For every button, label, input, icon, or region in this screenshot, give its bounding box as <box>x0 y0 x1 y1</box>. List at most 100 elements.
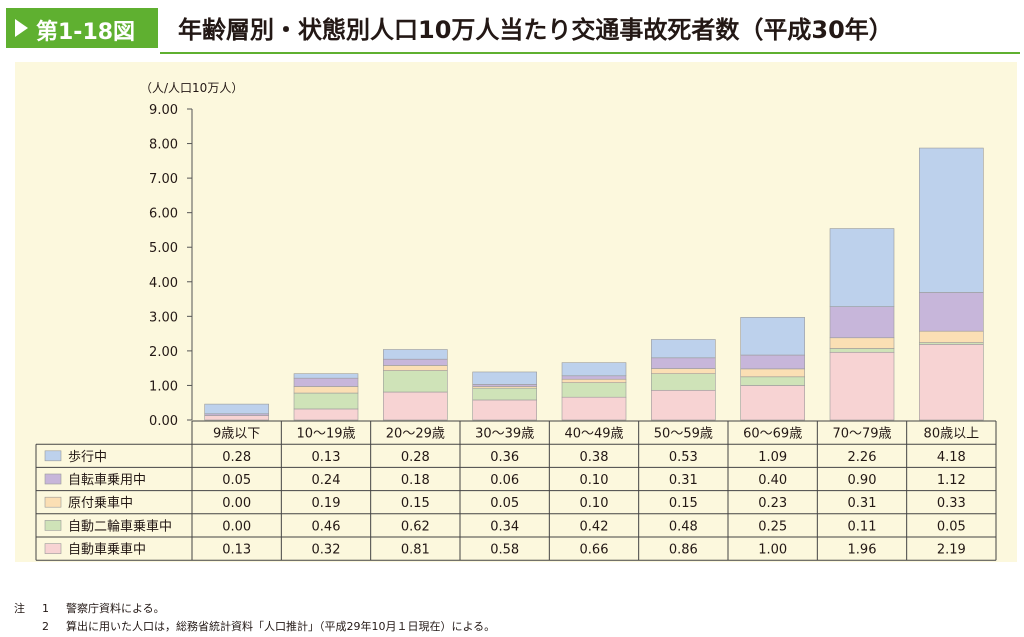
chart-title: 年齢層別・状態別人口10万人当たり交通事故死者数（平成30年） <box>178 16 893 44</box>
title-underline <box>160 52 1020 54</box>
data-value-label: 0.28 <box>222 450 251 465</box>
data-value-label: 0.40 <box>758 473 787 488</box>
bar-segment <box>740 376 805 386</box>
triangle-icon <box>15 19 28 37</box>
series-name: 自動車乗車中 <box>68 543 146 558</box>
figure-number-badge: 第1-18図 <box>6 8 158 48</box>
data-value-label: 0.06 <box>490 473 519 488</box>
data-value-label: 0.31 <box>848 496 877 511</box>
data-value-label: 0.15 <box>669 496 698 511</box>
bar-segment <box>472 399 537 421</box>
bar-segment <box>293 373 359 379</box>
data-value-label: 2.19 <box>937 543 966 558</box>
data-value-label: 0.53 <box>669 450 698 465</box>
legend-swatch <box>44 450 62 462</box>
y-tick-label: 3.00 <box>149 310 178 325</box>
data-value-label: 0.62 <box>401 519 430 534</box>
data-value-label: 0.86 <box>669 543 698 558</box>
data-value-label: 0.13 <box>312 450 341 465</box>
legend-swatch <box>44 473 62 485</box>
y-tick-label: 8.00 <box>149 138 178 153</box>
y-tick-label: 5.00 <box>149 241 178 256</box>
data-value-label: 0.15 <box>401 496 430 511</box>
data-value-label: 0.25 <box>758 519 787 534</box>
data-value-label: 1.12 <box>937 473 966 488</box>
bar-segment <box>472 371 537 385</box>
data-value-label: 0.10 <box>580 496 609 511</box>
bar-segment <box>919 147 984 293</box>
bar-segment <box>561 375 627 380</box>
bar-segment <box>651 368 716 374</box>
data-value-label: 0.42 <box>580 519 609 534</box>
bar-segment <box>740 354 805 370</box>
data-value-label: 0.23 <box>758 496 787 511</box>
data-value-label: 0.81 <box>401 543 430 558</box>
data-value-label: 0.05 <box>937 519 966 534</box>
data-value-label: 2.26 <box>848 450 877 465</box>
data-value-label: 0.10 <box>580 473 609 488</box>
data-value-label: 0.48 <box>669 519 698 534</box>
bar-segment <box>651 339 716 359</box>
category-label: 70～79歳 <box>832 427 891 442</box>
bar-segment <box>829 351 895 421</box>
data-value-label: 0.36 <box>490 450 519 465</box>
bar-segment <box>383 391 448 421</box>
bar-segment <box>561 362 627 377</box>
bar-segment <box>829 348 895 353</box>
bar-segment <box>651 357 716 369</box>
data-value-label: 1.96 <box>848 543 877 558</box>
category-label: 40～49歳 <box>564 427 623 442</box>
series-name: 自転車乗用中 <box>68 473 146 488</box>
y-tick-label: 7.00 <box>149 172 178 187</box>
bar-segment <box>204 403 269 415</box>
data-value-label: 0.31 <box>669 473 698 488</box>
legend-swatch <box>44 543 62 554</box>
data-value-label: 0.05 <box>490 496 519 511</box>
y-tick-label: 0.00 <box>149 414 178 429</box>
bar-segment <box>472 387 537 401</box>
y-tick-label: 2.00 <box>149 345 178 360</box>
category-label: 80歳以上 <box>924 427 980 442</box>
data-value-label: 0.00 <box>222 519 251 534</box>
category-label: 30～39歳 <box>475 427 534 442</box>
y-tick-label: 9.00 <box>149 103 178 118</box>
data-value-label: 4.18 <box>937 450 966 465</box>
data-value-label: 0.38 <box>580 450 609 465</box>
bar-segment <box>383 349 448 360</box>
data-value-label: 1.09 <box>758 450 787 465</box>
y-tick-label: 6.00 <box>149 207 178 222</box>
y-tick-label: 4.00 <box>149 276 178 291</box>
bar-segment <box>383 358 448 366</box>
bar-segment <box>293 408 359 421</box>
data-value-label: 0.28 <box>401 450 430 465</box>
data-value-label: 0.11 <box>848 519 877 534</box>
bar-segment <box>472 384 537 387</box>
y-axis-unit-label: （人/人口10万人） <box>140 81 243 95</box>
data-value-label: 0.24 <box>312 473 341 488</box>
data-value-label: 0.34 <box>490 519 519 534</box>
data-value-label: 0.66 <box>580 543 609 558</box>
data-value-label: 0.19 <box>312 496 341 511</box>
data-value-label: 0.33 <box>937 496 966 511</box>
series-name: 原付乗車中 <box>68 496 133 511</box>
bar-segment <box>561 396 627 421</box>
bar-segment <box>919 292 984 332</box>
figure-header: 第1-18図 年齢層別・状態別人口10万人当たり交通事故死者数（平成30年） <box>0 0 1024 58</box>
data-value-label: 0.32 <box>312 543 341 558</box>
data-value-label: 0.90 <box>848 473 877 488</box>
data-value-label: 0.00 <box>222 496 251 511</box>
bar-segment <box>204 415 269 421</box>
data-value-label: 1.00 <box>758 543 787 558</box>
bar-segment <box>740 317 805 356</box>
data-value-label: 0.05 <box>222 473 251 488</box>
series-name: 自動二輪車乗車中 <box>68 518 172 534</box>
data-value-label: 0.13 <box>222 543 251 558</box>
y-tick-label: 1.00 <box>149 379 178 394</box>
bar-segment <box>293 377 359 387</box>
bar-segment <box>919 330 984 343</box>
bar-segment <box>383 365 448 371</box>
category-label: 9歳以下 <box>213 427 260 442</box>
bar-segment <box>293 392 359 410</box>
legend-swatch <box>44 496 62 508</box>
